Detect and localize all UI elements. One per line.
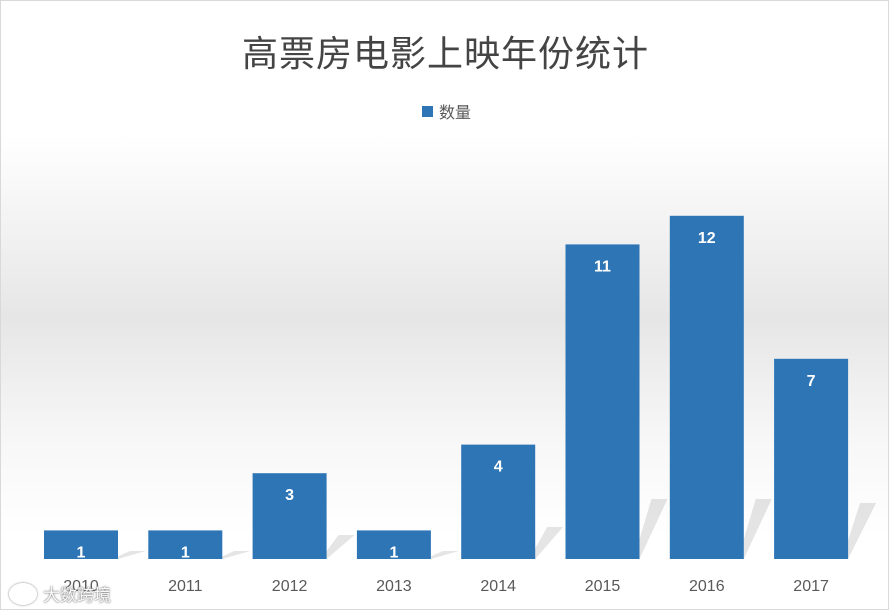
x-tick-label-2012: 2012 — [272, 578, 308, 595]
x-tick-label-2014: 2014 — [480, 578, 516, 595]
x-tick-label-2017: 2017 — [793, 578, 829, 595]
bar-shadow — [320, 534, 355, 559]
data-label-2011: 1 — [181, 544, 190, 561]
data-label-2016: 12 — [698, 230, 716, 247]
x-tick-label-2013: 2013 — [376, 578, 412, 595]
chart-title: 高票房电影上映年份统计 — [241, 34, 649, 75]
x-tick-label-2010: 2010 — [63, 578, 99, 595]
watermark-text: 大数跨境 — [43, 586, 111, 606]
bar-shadow — [529, 526, 564, 559]
bar-shadow — [112, 550, 146, 559]
data-label-2017: 7 — [807, 373, 816, 390]
data-label-2012: 3 — [285, 487, 294, 504]
data-label-2010: 1 — [77, 544, 86, 561]
watermark-logo-icon — [9, 582, 37, 605]
watermark: 大数跨境 — [9, 581, 111, 606]
bar-shadow — [737, 499, 772, 559]
x-tick-label-2011: 2011 — [168, 578, 203, 595]
bar-2014 — [461, 444, 536, 559]
bar-2010 — [44, 530, 118, 559]
bar-2015 — [565, 244, 640, 559]
x-tick-label-2015: 2015 — [585, 578, 621, 595]
bar-2016 — [669, 215, 744, 560]
bar-2011 — [148, 530, 223, 559]
bar-2013 — [356, 530, 431, 559]
bar-shadow — [633, 499, 668, 559]
bar-2012 — [252, 473, 327, 559]
legend-swatch — [422, 105, 433, 117]
bar-shadow — [842, 502, 877, 559]
data-label-2014: 4 — [494, 459, 503, 476]
bar-shadow — [424, 550, 459, 559]
data-label-2015: 11 — [594, 258, 611, 275]
data-label-2013: 1 — [389, 544, 398, 561]
bar-2017 — [774, 358, 849, 559]
x-tick-label-2016: 2016 — [689, 578, 725, 595]
legend-label: 数量 — [439, 103, 472, 122]
legend: 数量 — [422, 100, 471, 122]
bar-shadow — [216, 550, 251, 559]
